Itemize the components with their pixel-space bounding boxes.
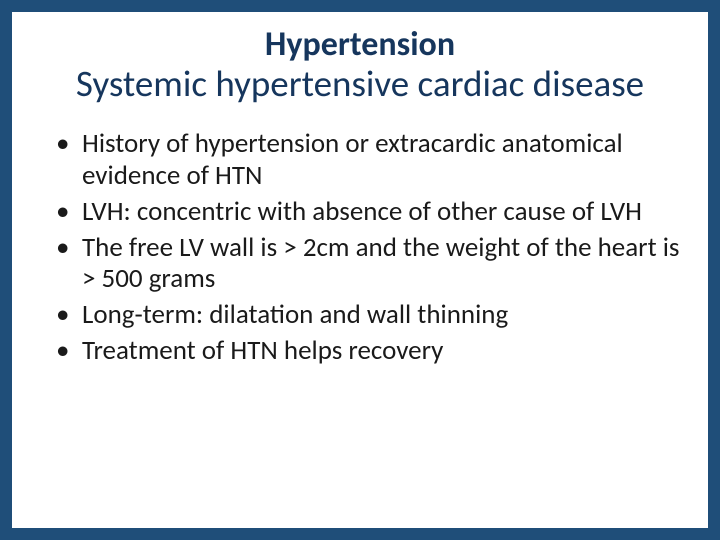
title-line-1: Hypertension bbox=[40, 26, 680, 63]
bullet-item: Long-term: dilatation and wall thinning bbox=[56, 299, 680, 331]
slide: Hypertension Systemic hypertensive cardi… bbox=[12, 12, 708, 528]
bullet-item: History of hypertension or extracardic a… bbox=[56, 128, 680, 192]
bullet-list: History of hypertension or extracardic a… bbox=[40, 128, 680, 367]
bullet-item: The free LV wall is > 2cm and the weight… bbox=[56, 232, 680, 296]
bullet-item: Treatment of HTN helps recovery bbox=[56, 335, 680, 367]
title-line-2: Systemic hypertensive cardiac disease bbox=[40, 63, 680, 106]
bullet-item: LVH: concentric with absence of other ca… bbox=[56, 196, 680, 228]
title-block: Hypertension Systemic hypertensive cardi… bbox=[40, 26, 680, 106]
